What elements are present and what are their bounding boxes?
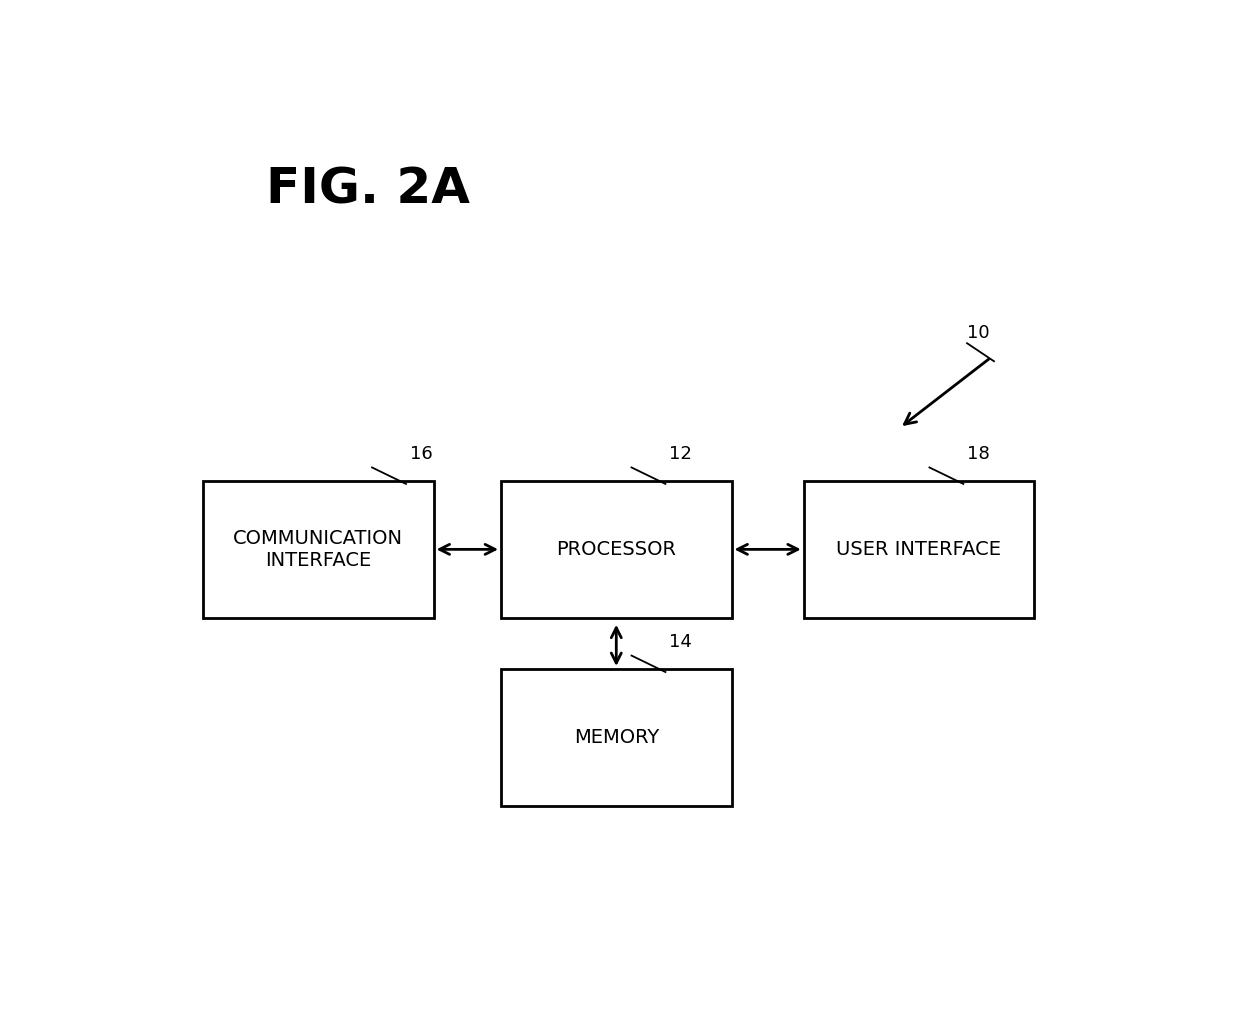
Text: 14: 14	[670, 633, 692, 652]
Bar	[501, 480, 732, 618]
Text: 12: 12	[670, 445, 692, 463]
Text: 18: 18	[967, 445, 990, 463]
Bar	[203, 480, 434, 618]
Text: FIG. 2A: FIG. 2A	[265, 165, 470, 214]
Bar	[501, 669, 732, 806]
Text: COMMUNICATION
INTERFACE: COMMUNICATION INTERFACE	[233, 529, 403, 570]
Text: MEMORY: MEMORY	[574, 728, 658, 747]
Text: 16: 16	[409, 445, 433, 463]
Bar	[804, 480, 1034, 618]
Text: PROCESSOR: PROCESSOR	[557, 540, 676, 559]
Text: USER INTERFACE: USER INTERFACE	[837, 540, 1002, 559]
Text: 10: 10	[967, 324, 990, 342]
